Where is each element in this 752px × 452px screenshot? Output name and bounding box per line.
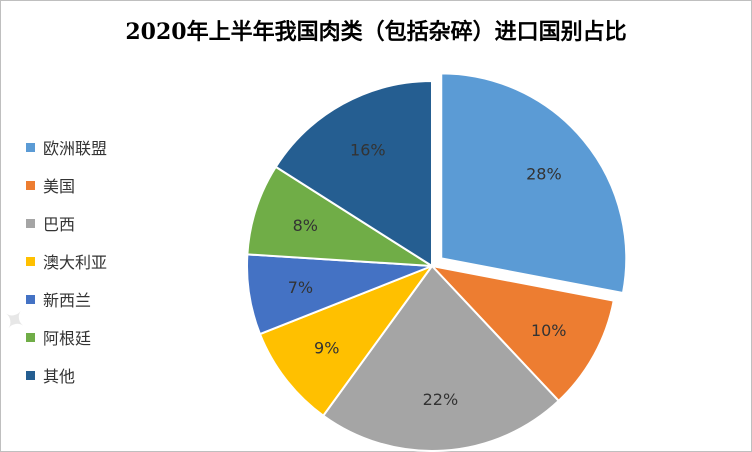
legend-swatch (26, 332, 35, 342)
chart-title: 2020年上半年我国肉类（包括杂碎）进口国别占比 (125, 19, 627, 45)
legend-label: 美国 (43, 177, 76, 196)
legend-label: 阿根廷 (43, 329, 92, 348)
legend-swatch (26, 218, 35, 228)
legend-swatch (26, 294, 35, 304)
slice-value-label: 28% (526, 164, 562, 183)
pie-slice (429, 264, 615, 403)
pie-slice (321, 264, 561, 452)
legend-label: 新西兰 (43, 291, 92, 310)
legend-swatch (26, 256, 35, 266)
legend-swatch (26, 370, 35, 380)
pie-slice (440, 72, 628, 295)
slice-value-label: 9% (314, 339, 339, 358)
legend-item: 其他 (26, 356, 107, 394)
pie-slice (274, 79, 433, 268)
legend: 欧洲联盟美国巴西澳大利亚新西兰阿根廷其他 (26, 128, 107, 394)
legend-swatch (26, 180, 35, 190)
legend-item: 美国 (26, 166, 107, 204)
legend-label: 巴西 (43, 215, 76, 234)
legend-label: 其他 (43, 367, 76, 386)
legend-item: 新西兰 (26, 280, 107, 318)
slice-value-label: 8% (293, 216, 318, 235)
slice-value-label: 7% (288, 278, 313, 297)
legend-item: 澳大利亚 (26, 242, 107, 280)
legend-item: 阿根廷 (26, 318, 107, 356)
legend-label: 欧洲联盟 (43, 139, 108, 158)
legend-item: 欧洲联盟 (26, 128, 107, 166)
legend-item: 巴西 (26, 204, 107, 242)
slice-value-label: 16% (350, 140, 386, 159)
pie-slice (258, 263, 435, 418)
pie-slice (246, 165, 433, 267)
slice-value-label: 22% (423, 390, 459, 409)
legend-swatch (26, 142, 35, 152)
legend-label: 澳大利亚 (43, 253, 108, 272)
slice-value-label: 10% (531, 321, 567, 340)
